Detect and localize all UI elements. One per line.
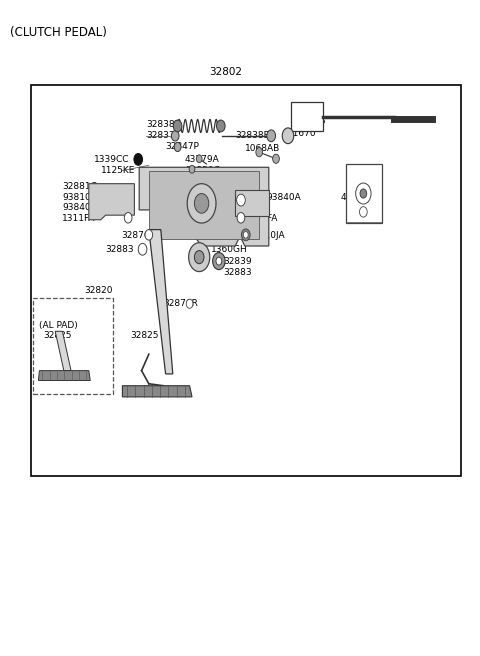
Bar	[33, 298, 113, 394]
Circle shape	[145, 230, 153, 240]
Circle shape	[243, 232, 248, 238]
Text: 1310JA: 1310JA	[254, 231, 286, 240]
Text: 32881C: 32881C	[62, 182, 97, 192]
Circle shape	[189, 165, 195, 173]
Circle shape	[216, 120, 225, 132]
Text: 41605: 41605	[298, 117, 326, 126]
Text: (AL PAD): (AL PAD)	[39, 321, 78, 330]
Text: 32802: 32802	[209, 68, 242, 77]
Circle shape	[360, 207, 367, 217]
Text: 93840A: 93840A	[266, 193, 301, 202]
Circle shape	[194, 194, 209, 213]
Text: 32883: 32883	[106, 245, 134, 255]
Circle shape	[134, 154, 143, 165]
Text: 1125KE: 1125KE	[101, 166, 135, 175]
Text: 32839: 32839	[223, 256, 252, 266]
Text: 32847P: 32847P	[166, 142, 200, 152]
Circle shape	[241, 229, 250, 241]
Circle shape	[138, 243, 147, 255]
Circle shape	[124, 213, 132, 223]
Text: 32825: 32825	[131, 331, 159, 340]
Circle shape	[237, 213, 245, 223]
Text: 32876R: 32876R	[121, 231, 156, 240]
Polygon shape	[122, 386, 192, 397]
Text: 32837: 32837	[146, 131, 175, 140]
Text: 32838B: 32838B	[146, 120, 181, 129]
Text: 43779A: 43779A	[185, 155, 219, 164]
Circle shape	[194, 251, 204, 264]
Text: 32883: 32883	[223, 268, 252, 277]
Circle shape	[273, 154, 279, 163]
Circle shape	[356, 183, 371, 204]
Circle shape	[267, 130, 276, 142]
Circle shape	[213, 253, 225, 270]
Circle shape	[282, 128, 294, 144]
Polygon shape	[55, 331, 71, 371]
Circle shape	[173, 120, 182, 132]
Polygon shape	[89, 184, 134, 220]
Text: 1311FA: 1311FA	[62, 214, 96, 223]
Bar	[346, 164, 382, 223]
Text: 32850C: 32850C	[185, 166, 220, 175]
Text: 32838B: 32838B	[235, 131, 270, 140]
Text: 41670: 41670	[288, 129, 317, 138]
Text: 93840E: 93840E	[62, 203, 96, 213]
Circle shape	[360, 189, 367, 198]
Circle shape	[189, 243, 210, 272]
Circle shape	[187, 184, 216, 223]
Text: 32876R: 32876R	[163, 299, 198, 308]
Polygon shape	[149, 230, 173, 374]
Bar	[31, 85, 461, 476]
Text: 32825: 32825	[43, 331, 72, 340]
Circle shape	[171, 131, 179, 141]
Polygon shape	[139, 167, 269, 246]
Circle shape	[174, 142, 181, 152]
Polygon shape	[235, 190, 269, 216]
Polygon shape	[38, 371, 90, 380]
Text: 32820: 32820	[84, 286, 112, 295]
Circle shape	[256, 148, 263, 157]
Circle shape	[237, 194, 245, 206]
Text: (CLUTCH PEDAL): (CLUTCH PEDAL)	[10, 26, 107, 39]
Text: 1360GH: 1360GH	[211, 245, 248, 255]
Text: 93810B: 93810B	[62, 193, 97, 202]
Bar	[291, 102, 323, 131]
Text: 1311FA: 1311FA	[245, 214, 278, 223]
Text: 41651: 41651	[341, 193, 370, 202]
Circle shape	[216, 257, 222, 265]
Circle shape	[196, 155, 202, 163]
Text: 1068AB: 1068AB	[245, 144, 280, 154]
Circle shape	[186, 299, 193, 308]
Polygon shape	[149, 171, 259, 239]
Text: 1339CC: 1339CC	[94, 155, 129, 164]
